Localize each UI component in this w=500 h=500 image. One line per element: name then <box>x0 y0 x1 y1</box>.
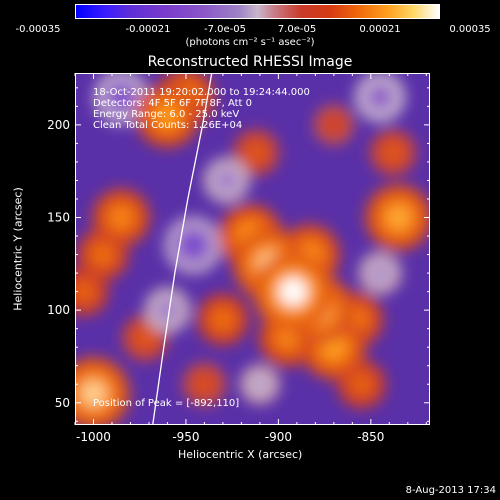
clean-counts-annotation: Clean Total Counts: 1.26E+04 <box>93 120 243 131</box>
colorbar-tick-label: 7.0e-05 <box>277 24 317 35</box>
heatmap-blob <box>156 104 179 127</box>
x-axis-title: Heliocentric X (arcsec) <box>178 448 303 461</box>
y-axis-tick-label: 200 <box>47 118 70 132</box>
colorbar-tick-label: -0.00021 <box>125 24 171 35</box>
heatmap-blob <box>213 310 232 329</box>
heatmap-blob <box>372 265 388 281</box>
energy-range-annotation: Energy Range: 6.0 - 25.0 keV <box>93 109 240 120</box>
y-axis-tick-label: 50 <box>55 396 70 410</box>
heatmap-blob <box>385 144 402 161</box>
heatmap-blob <box>218 172 235 189</box>
colorbar-tick-label: -7.0e-05 <box>204 24 246 35</box>
heatmap-svg <box>75 73 430 425</box>
x-axis-tick-label: -1000 <box>76 430 111 444</box>
heatmap-blob <box>196 376 212 392</box>
solar-limb-curve <box>152 73 213 425</box>
time-range-annotation: 18-Oct-2011 19:20:02.000 to 19:24:44.000 <box>93 87 310 98</box>
chart-title: Reconstructed RHESSI Image <box>147 54 353 70</box>
colorbar-tick-label: 0.00035 <box>449 24 491 35</box>
heatmap-blob <box>159 302 176 319</box>
heatmap-blob <box>183 235 204 256</box>
heatmap-blob <box>93 245 112 264</box>
colorbar-tick-label: 0.00021 <box>359 24 401 35</box>
heatmap-blob <box>326 117 341 132</box>
footer-date: 8-Aug-2013 17:34 <box>405 485 496 496</box>
heatmap-blob <box>279 277 308 306</box>
heatmap-blob <box>137 329 154 346</box>
heatmap-blob <box>277 327 298 349</box>
x-axis-tick-label: -850 <box>357 430 384 444</box>
plot-frame <box>75 73 430 425</box>
colorbar <box>75 4 440 19</box>
heatmap-blob <box>252 377 267 392</box>
y-axis-title: Heliocentric Y (arcsec) <box>11 187 25 311</box>
detectors-annotation: Detectors: 4F 5F 6F 7F 8F, Att 0 <box>93 98 253 109</box>
peak-position-annotation: Position of Peak = [-892,110] <box>93 398 240 409</box>
plot-area: 18-Oct-2011 19:20:02.000 to 19:24:44.000… <box>75 73 430 425</box>
colorbar-units: (photons cm⁻² s⁻¹ asec⁻²) <box>185 37 315 48</box>
heatmap-blob <box>111 207 132 228</box>
colorbar-tick-label: -0.00035 <box>15 24 61 35</box>
heatmap-blob <box>371 88 389 106</box>
heatmap-blob <box>111 87 131 107</box>
heatmap-blob <box>353 375 371 393</box>
heatmap-blob <box>75 283 93 301</box>
y-axis-tick-label: 150 <box>47 211 70 225</box>
heatmap-blob <box>386 205 411 230</box>
y-axis-tick-label: 100 <box>47 303 70 317</box>
x-axis-tick-label: -900 <box>265 430 292 444</box>
x-axis-tick-label: -950 <box>172 430 199 444</box>
heatmap-blob <box>80 380 107 407</box>
heatmap-blob <box>248 144 265 161</box>
